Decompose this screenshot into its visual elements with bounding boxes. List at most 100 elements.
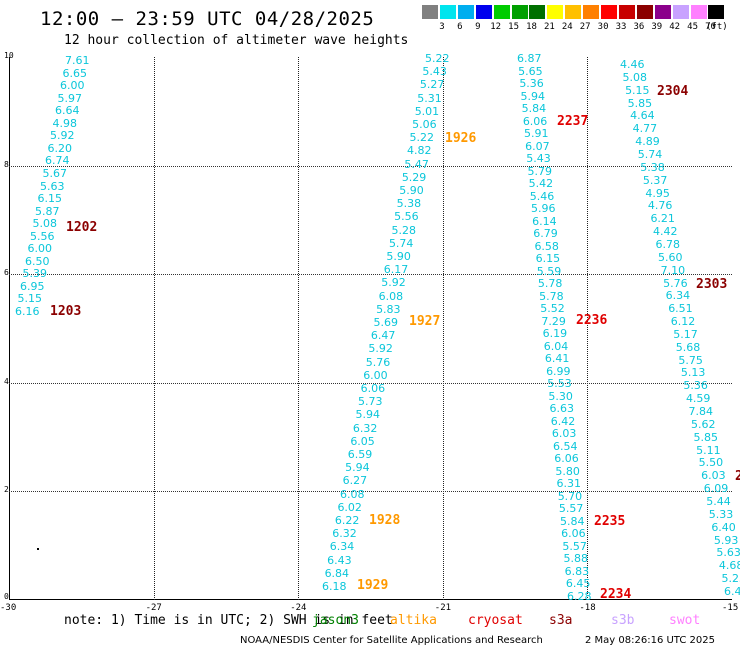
pass-time-label: 2236 [576,313,608,328]
wave-height-label: 5.27 [419,78,445,92]
footnote: note: 1) Time is in UTC; 2) SWH is in fe… [64,613,393,628]
latitude-gridline [9,382,732,384]
wave-height-label: 6.79 [533,227,558,241]
wave-height-label: 6.04 [543,339,569,353]
wave-height-label: 6.08 [378,289,404,303]
wave-height-label: 6.54 [553,439,578,453]
y-tick-label: 4 [4,376,9,386]
wave-height-label: 6.43 [327,553,352,567]
generated-timestamp: 2 May 08:26:16 UTC 2025 [585,635,715,646]
wave-height-label: 6.32 [352,421,378,435]
color-scale-label: 70 [705,22,716,32]
color-swatch [654,5,671,19]
wave-height-label: 4.76 [647,199,673,213]
wave-height-label: 5.74 [388,236,414,250]
wave-height-label: 6.47 [370,329,396,343]
wave-height-label: 5.92 [50,129,75,143]
wave-height-label: 5.97 [57,91,83,105]
wave-height-label: 6.28 [567,590,592,603]
color-scale-label: 27 [579,22,591,32]
pass-time-label: 2235 [594,514,626,529]
wave-height-label: 5.11 [696,443,721,457]
latitude-gridline [9,491,732,493]
wave-height-label: 5.22 [409,131,435,145]
wave-height-label: 6.27 [342,474,368,488]
wave-height-label: 7.10 [660,263,686,277]
wave-height-label: 5.75 [678,353,703,367]
wave-height-label: 6.99 [546,364,571,378]
color-swatch [618,5,635,19]
wave-height-label: 6.06 [561,527,586,541]
wave-height-label: 6.03 [551,427,577,441]
wave-height-label: 4.42 [652,225,678,239]
wave-height-label: 6.58 [534,239,559,253]
wave-height-label: 5.62 [691,417,716,431]
x-tick-label: -27 [145,603,162,613]
bottom-axis-line [9,599,732,600]
x-tick-label: -30 [0,603,17,613]
wave-height-label: 5.39 [22,267,48,281]
wave-height-label: 5.33 [708,507,734,521]
wave-height-label: 5.85 [627,96,653,110]
wave-height-label: 5.28 [391,223,417,237]
wave-height-label: 5.17 [673,327,698,341]
wave-height-label: 5.44 [706,495,731,509]
wave-height-label: 5.60 [658,250,683,264]
wave-height-label: 6.22 [334,514,360,527]
wave-height-label: 4.68 [718,559,740,573]
color-swatch [672,5,689,19]
wave-height-label: 6.41 [544,352,570,366]
color-swatch [636,5,653,19]
wave-height-label: 5.78 [537,277,563,291]
longitude-gridline [587,57,589,600]
color-swatch [529,5,546,19]
color-scale-label: 9 [475,22,481,32]
wave-height-label: 6.87 [517,52,542,65]
pass-time-label: 1926 [445,131,477,146]
wave-height-label: 6.34 [329,540,355,554]
wave-height-label: 5.56 [394,210,419,224]
wave-height-label: 6.14 [532,214,557,228]
wave-height-label: 5.87 [35,204,60,218]
wave-height-label: 6.50 [25,254,50,268]
color-swatch [457,5,474,19]
wave-height-label: 5.43 [526,152,551,166]
pass-time-label: 1203 [50,304,82,319]
color-swatch [547,5,564,19]
wave-height-label: 5.37 [642,173,668,187]
x-tick-label: -21 [434,603,452,613]
wave-height-label: 6.15 [37,192,63,206]
wave-height-label: 5.31 [417,91,442,105]
wave-height-label: 4.89 [635,135,660,149]
wave-height-label: 5.13 [680,366,706,380]
color-swatch [511,5,528,19]
wave-height-label: 6.63 [549,402,575,416]
color-scale-label: 36 [633,22,645,32]
wave-height-label: 4.59 [685,392,711,406]
wave-height-label: 5.92 [381,276,406,290]
color-scale-unit: (ft) [706,22,728,32]
pass-time-label: 1927 [409,314,441,329]
color-scale-label: 33 [615,22,627,32]
color-scale-label: 18 [526,22,537,32]
color-swatch [565,5,582,19]
satellite-legend-altika: altika [390,613,437,628]
wave-height-label: 5.91 [523,127,549,141]
wave-height-label: 6.00 [363,368,388,382]
color-scale-label: 12 [490,22,502,32]
left-axis-line [9,57,10,600]
wave-height-label: 5.80 [555,464,580,478]
wave-height-label: 5.68 [675,340,701,354]
wave-height-label: 5.93 [713,533,739,547]
wave-height-label: 5.59 [536,264,562,278]
wave-height-label: 4.64 [630,109,655,123]
wave-height-label: 5.84 [521,102,547,116]
wave-height-label: 5.63 [716,546,740,560]
color-scale-label: 15 [508,22,520,32]
wave-height-label: 5.43 [422,65,447,79]
wave-height-label: 5.36 [519,77,544,91]
wave-height-label: 6.09 [703,482,729,496]
latitude-gridline [9,165,732,167]
wave-height-label: 5.15 [17,292,43,306]
wave-height-label: 6.44 [724,585,740,598]
